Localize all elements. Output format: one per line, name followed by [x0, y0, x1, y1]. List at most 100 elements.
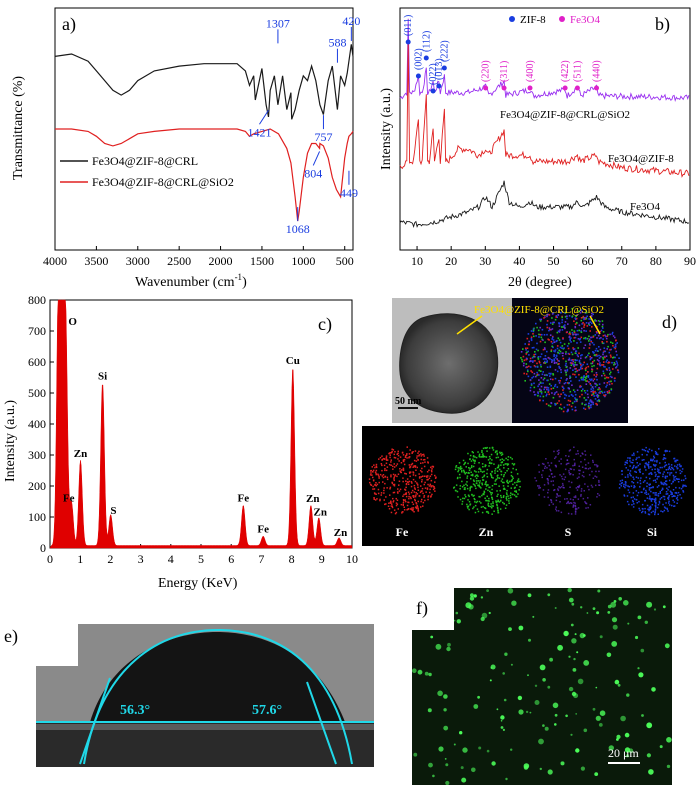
- element-map-pixel: [491, 492, 493, 494]
- composite-pixel: [588, 335, 590, 338]
- element-map-pixel: [496, 504, 498, 507]
- element-map-pixel: [478, 500, 481, 503]
- composite-pixel: [600, 337, 602, 339]
- element-map-pixel: [430, 484, 432, 487]
- element-map-pixel: [391, 506, 394, 509]
- element-map-pixel: [677, 494, 679, 497]
- element-map-pixel: [596, 496, 598, 498]
- composite-pixel: [569, 367, 572, 369]
- element-map-pixel: [517, 480, 520, 483]
- element-map-pixel: [555, 466, 557, 468]
- fluorescent-particle: [571, 602, 575, 606]
- composite-pixel: [565, 331, 568, 334]
- composite-pixel: [585, 311, 588, 313]
- composite-pixel: [606, 391, 609, 394]
- element-map-pixel: [413, 491, 416, 493]
- composite-pixel: [574, 397, 576, 399]
- composite-pixel: [526, 337, 529, 340]
- composite-pixel: [590, 384, 592, 387]
- composite-pixel: [565, 394, 568, 397]
- composite-pixel: [613, 380, 616, 382]
- element-map-pixel: [475, 487, 477, 490]
- element-map-pixel: [459, 485, 462, 487]
- element-map-pixel: [375, 482, 377, 484]
- fluorescent-particle: [453, 743, 456, 746]
- composite-pixel: [559, 341, 562, 344]
- composite-pixel: [590, 362, 592, 365]
- element-map-pixel: [416, 455, 418, 457]
- element-map-pixel: [496, 450, 498, 452]
- composite-pixel: [556, 345, 559, 347]
- composite-pixel: [581, 323, 583, 325]
- element-map-pixel: [637, 491, 640, 494]
- composite-pixel: [536, 342, 538, 345]
- element-map-pixel: [629, 474, 632, 476]
- element-map-pixel: [556, 494, 558, 496]
- composite-pixel: [545, 358, 548, 360]
- composite-pixel: [562, 325, 565, 327]
- element-map-pixel: [644, 462, 647, 465]
- composite-pixel: [578, 369, 580, 371]
- element-map-pixel: [500, 464, 502, 466]
- composite-pixel: [592, 361, 594, 363]
- composite-pixel: [556, 358, 558, 360]
- edx-spectrum-area: [49, 299, 353, 549]
- composite-pixel: [547, 379, 549, 382]
- element-map-pixel: [459, 468, 462, 470]
- composite-pixel: [552, 396, 555, 399]
- element-map-pixel: [389, 456, 391, 459]
- element-map-pixel: [418, 495, 421, 497]
- fluorescent-particle: [443, 725, 449, 731]
- right-contact-angle: 57.6°: [252, 703, 282, 718]
- composite-pixel: [543, 374, 546, 376]
- composite-pixel: [586, 325, 589, 327]
- element-map-pixel: [471, 451, 474, 453]
- composite-pixel: [618, 357, 620, 359]
- element-map-pixel: [412, 509, 414, 511]
- composite-pixel: [572, 348, 575, 351]
- composite-pixel: [600, 355, 602, 358]
- element-map-pixel: [507, 459, 509, 461]
- element-map-pixel: [644, 480, 646, 482]
- element-map-pixel: [665, 480, 667, 482]
- composite-pixel: [602, 364, 605, 366]
- element-map-pixel: [369, 483, 372, 486]
- element-map-pixel: [581, 474, 584, 477]
- zif8-legend-label: ZIF-8: [520, 14, 546, 26]
- composite-pixel: [541, 328, 544, 331]
- composite-pixel: [536, 362, 538, 365]
- composite-pixel: [562, 338, 564, 340]
- fluorescent-particle: [592, 707, 596, 711]
- composite-pixel: [579, 341, 582, 343]
- element-map-pixel: [394, 474, 397, 476]
- element-map-pixel: [563, 478, 566, 481]
- element-map-pixel: [485, 485, 488, 487]
- composite-pixel: [532, 333, 534, 335]
- element-map-pixel: [569, 498, 572, 500]
- composite-pixel: [574, 368, 576, 370]
- element-map-pixel: [668, 479, 671, 482]
- element-map-pixel: [641, 459, 644, 461]
- element-map-pixel: [553, 450, 555, 453]
- element-map-pixel: [650, 490, 652, 493]
- element-map-pixel: [682, 486, 684, 488]
- composite-pixel: [585, 356, 588, 358]
- composite-pixel: [558, 400, 560, 402]
- composite-pixel: [574, 336, 577, 339]
- composite-pixel: [546, 320, 549, 322]
- element-map-pixel: [491, 513, 493, 515]
- composite-pixel: [587, 354, 589, 357]
- element-map-pixel: [431, 465, 434, 468]
- fluorescent-particle: [461, 777, 467, 783]
- composite-pixel: [615, 339, 617, 342]
- tem-particle: [399, 313, 499, 414]
- element-map-pixel: [644, 466, 646, 469]
- element-map-pixel: [465, 483, 467, 485]
- composite-pixel: [532, 328, 535, 330]
- xrd-xtick-label: 60: [582, 254, 594, 268]
- element-map-pixel: [504, 463, 507, 465]
- composite-pixel: [592, 401, 594, 404]
- composite-pixel: [543, 317, 545, 319]
- element-map-pixel: [541, 462, 544, 465]
- composite-pixel: [580, 309, 583, 311]
